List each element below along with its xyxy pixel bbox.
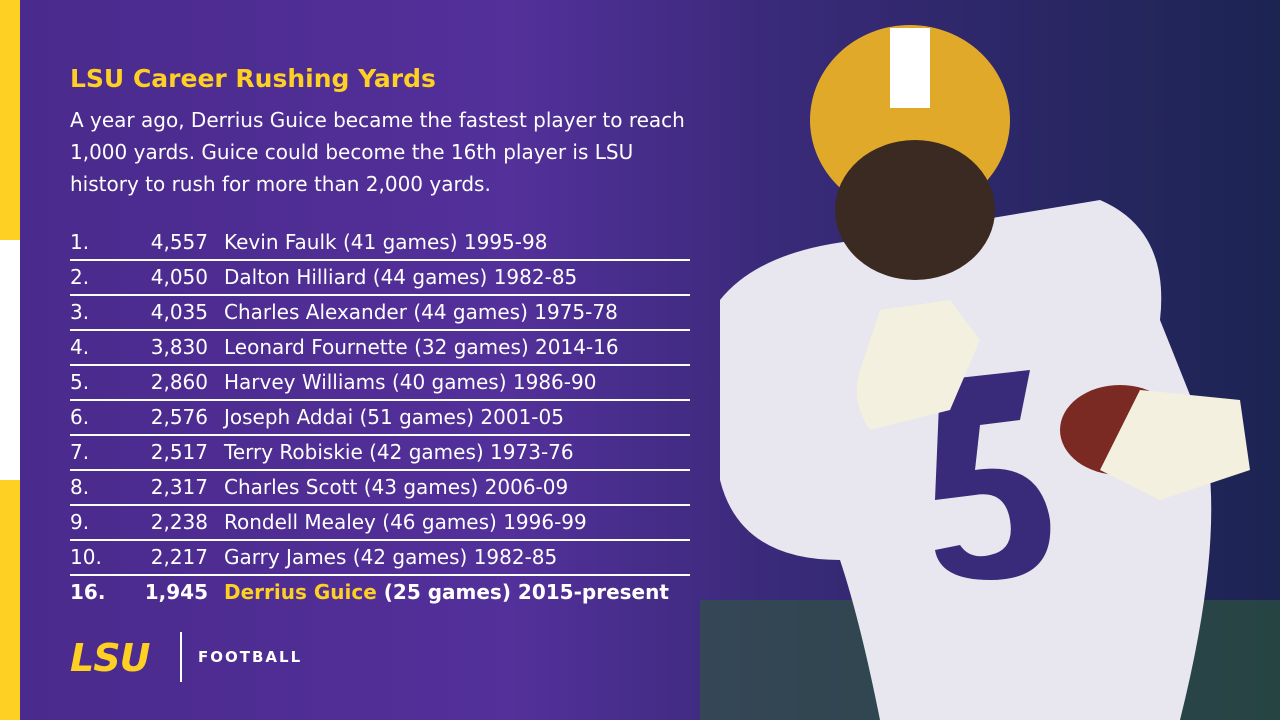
yards: 4,557 [150, 230, 208, 254]
player-entry: Terry Robiskie (42 games) 1973-76 [224, 436, 574, 468]
player-entry: Joseph Addai (51 games) 2001-05 [224, 401, 564, 433]
player-detail: (25 games) 2015-present [383, 580, 669, 604]
rank: 8. [70, 475, 90, 499]
rushing-table: 1. 4,557 Kevin Faulk (41 games) 1995-98 2. 4… [70, 226, 690, 609]
player-name: Rondell Mealey [224, 510, 376, 534]
stripe [0, 480, 20, 720]
player-detail: (44 games) 1982-85 [372, 265, 578, 289]
player-detail: (41 games) 1995-98 [342, 230, 548, 254]
stripe [0, 240, 20, 480]
player-entry: Garry James (42 games) 1982-85 [224, 541, 557, 573]
player-detail: (42 games) 1982-85 [352, 545, 558, 569]
player-detail: (51 games) 2001-05 [359, 405, 564, 429]
table-row: 4. 3,830 Leonard Fournette (32 games) 2014… [70, 331, 690, 366]
player-name: Garry James [224, 545, 347, 569]
player-detail: (43 games) 2006-09 [363, 475, 569, 499]
player-entry: Kevin Faulk (41 games) 1995-98 [224, 226, 547, 258]
player-entry: Dalton Hilliard (44 games) 1982-85 [224, 261, 577, 293]
player-entry: Charles Scott (43 games) 2006-09 [224, 471, 568, 503]
yards: 2,517 [150, 440, 208, 464]
table-row: 16. 1,945 Derrius Guice (25 games) 2015-pr… [70, 576, 690, 609]
player-entry: Charles Alexander (44 games) 1975-78 [224, 296, 618, 328]
player-name: Leonard Fournette [224, 335, 408, 359]
rank: 6. [70, 405, 90, 429]
rank: 4. [70, 335, 90, 359]
player-entry: Derrius Guice (25 games) 2015-present [224, 576, 669, 608]
glove [1100, 390, 1250, 500]
title: LSU Career Rushing Yards [70, 64, 436, 93]
player-entry: Harvey Williams (40 games) 1986-90 [224, 366, 596, 398]
yards: 2,576 [150, 405, 208, 429]
player-detail: (40 games) 1986-90 [391, 370, 597, 394]
yards: 2,317 [150, 475, 208, 499]
rank: 5. [70, 370, 90, 394]
rank: 16. [70, 580, 106, 604]
player-name: Dalton Hilliard [224, 265, 367, 289]
player-detail: (42 games) 1973-76 [369, 440, 574, 464]
jersey-number [935, 370, 1051, 580]
player-name: Terry Robiskie [224, 440, 363, 464]
table-row: 8. 2,317 Charles Scott (43 games) 2006-09 [70, 471, 690, 506]
table-row: 5. 2,860 Harvey Williams (40 games) 1986-9… [70, 366, 690, 401]
player-entry: Leonard Fournette (32 games) 2014-16 [224, 331, 619, 363]
table-row: 3. 4,035 Charles Alexander (44 games) 1975… [70, 296, 690, 331]
table-row: 2. 4,050 Dalton Hilliard (44 games) 1982-8… [70, 261, 690, 296]
rank: 9. [70, 510, 90, 534]
yards: 3,830 [150, 335, 208, 359]
table-row: 7. 2,517 Terry Robiskie (42 games) 1973-76 [70, 436, 690, 471]
player-entry: Rondell Mealey (46 games) 1996-99 [224, 506, 587, 538]
player-name: Charles Scott [224, 475, 358, 499]
player-name: Derrius Guice [224, 580, 377, 604]
helmet-stripe [890, 28, 930, 108]
yards: 1,945 [144, 580, 208, 604]
table-row: 1. 4,557 Kevin Faulk (41 games) 1995-98 [70, 226, 690, 261]
player-name: Kevin Faulk [224, 230, 337, 254]
yards: 4,035 [150, 300, 208, 324]
yards: 2,860 [150, 370, 208, 394]
stripe [0, 0, 20, 240]
player-name: Harvey Williams [224, 370, 386, 394]
rank: 10. [70, 545, 102, 569]
player-name: Joseph Addai [224, 405, 354, 429]
glove [856, 300, 980, 430]
face [835, 140, 995, 280]
rank: 2. [70, 265, 90, 289]
logo-divider [180, 632, 182, 682]
rank: 7. [70, 440, 90, 464]
yards: 2,217 [150, 545, 208, 569]
player-detail: (44 games) 1975-78 [413, 300, 618, 324]
logo-label: FOOTBALL [198, 648, 303, 666]
logo-wordmark: LSU [70, 636, 150, 680]
yards: 2,238 [150, 510, 208, 534]
rank: 3. [70, 300, 90, 324]
yards: 4,050 [150, 265, 208, 289]
table-row: 6. 2,576 Joseph Addai (51 games) 2001-05 [70, 401, 690, 436]
subtitle: A year ago, Derrius Guice became the fas… [70, 108, 685, 196]
table-row: 10. 2,217 Garry James (42 games) 1982-85 [70, 541, 690, 576]
table-row: 9. 2,238 Rondell Mealey (46 games) 1996-99 [70, 506, 690, 541]
player-name: Charles Alexander [224, 300, 407, 324]
player-detail: (46 games) 1996-99 [382, 510, 587, 534]
rank: 1. [70, 230, 90, 254]
player-detail: (32 games) 2014-16 [414, 335, 619, 359]
